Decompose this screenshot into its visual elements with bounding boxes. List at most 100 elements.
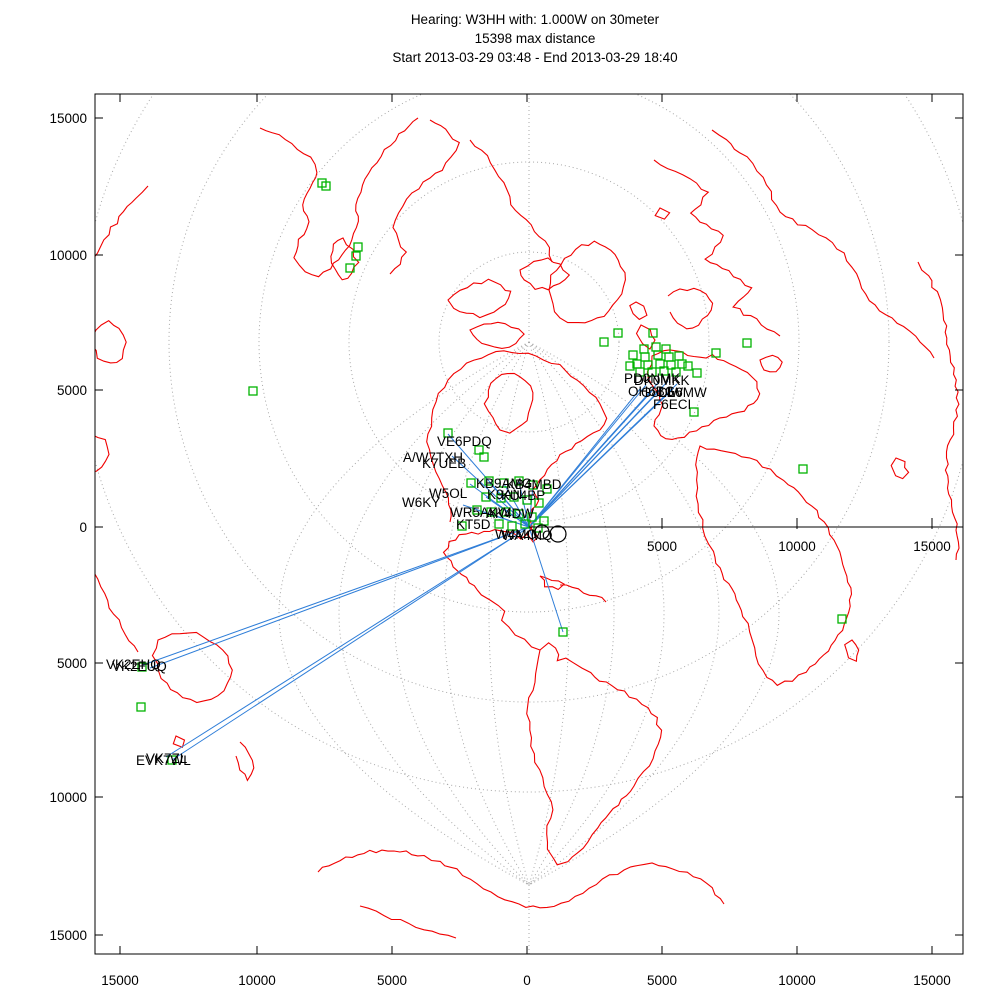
- callsign-label: KB4MBD: [506, 477, 562, 492]
- spot-marker: [635, 367, 645, 377]
- spot-marker: [674, 351, 684, 361]
- spot-marker: [651, 342, 661, 352]
- x-tick-label: 10000: [238, 973, 276, 988]
- spot-marker: [514, 476, 524, 486]
- coastline-arctic-coast: [469, 139, 553, 263]
- coastline-antarctica-edge: [359, 905, 457, 939]
- spot-marker: [661, 344, 671, 354]
- chart-title-line3: Start 2013-03-29 03:48 - End 2013-03-29 …: [392, 50, 678, 65]
- propagation-line: [149, 526, 530, 669]
- callsign-label: KU4BP: [501, 488, 545, 503]
- chart-title-block: Hearing: W3HH with: 1.000W on 30meter 15…: [95, 10, 975, 67]
- spot-marker: [167, 755, 177, 765]
- coastline-south-america: [526, 642, 663, 866]
- meridian-line: [528, 341, 615, 886]
- map-grid: [95, 94, 963, 954]
- coastline-tasmania: [172, 735, 186, 749]
- inner-tick-label: 15000: [913, 539, 951, 554]
- spot-marker: [137, 662, 147, 672]
- rx-station-marker: [549, 525, 567, 543]
- y-tick-label: 15000: [49, 111, 87, 126]
- spot-marker: [666, 360, 676, 370]
- coastline-cuba: [539, 575, 566, 591]
- spot-marker: [683, 361, 693, 371]
- meridian-line: [278, 341, 530, 886]
- coastline-antarctica: [317, 849, 725, 909]
- spot-marker: [479, 452, 489, 462]
- callsign-label: VK2EHQ: [106, 657, 161, 672]
- coastline-hudson-bay: [483, 372, 534, 434]
- coastline-russia-coast: [653, 159, 781, 337]
- coastline-arctic-island-2: [519, 257, 571, 291]
- callsign-label: W4MO: [495, 527, 537, 542]
- propagation-line: [528, 383, 678, 528]
- coastline-right-edge-coast: [917, 261, 960, 561]
- spot-marker: [514, 509, 524, 519]
- chart-title-line1: Hearing: W3HH with: 1.000W on 30meter: [410, 12, 660, 27]
- parallel-line: [438, 251, 620, 433]
- propagation-line: [528, 382, 659, 528]
- spot-marker: [494, 519, 504, 529]
- coastline-africa: [695, 445, 853, 687]
- callsign-label: G8LIW: [641, 385, 683, 400]
- x-tick-label: 0: [523, 973, 531, 988]
- coastline-antipodal-blob-2: [95, 435, 110, 472]
- callsign-label: VK2EUQ: [112, 659, 167, 674]
- propagation-line: [165, 526, 530, 758]
- spot-marker: [533, 523, 543, 533]
- coastline-na-west-coast: [426, 379, 452, 523]
- spot-marker: [317, 178, 327, 188]
- meridian-line: [528, 341, 780, 886]
- spot-marker: [558, 627, 568, 637]
- spot-marker: [528, 480, 538, 490]
- coastline-arctic-island-1: [447, 278, 512, 319]
- spot-marker: [689, 407, 699, 417]
- x-tick-label: 5000: [647, 973, 677, 988]
- spot-marker: [640, 352, 650, 362]
- spot-marker: [628, 350, 638, 360]
- spot-marker: [481, 492, 491, 502]
- coastline-scandinavia: [667, 287, 714, 330]
- spot-marker: [742, 338, 752, 348]
- spot-marker: [248, 386, 258, 396]
- propagation-line: [142, 526, 530, 666]
- spot-marker: [692, 368, 702, 378]
- coastline-madagascar: [844, 639, 860, 663]
- meridian-line: [443, 341, 530, 886]
- propagation-line: [451, 455, 530, 528]
- spot-marker: [542, 484, 552, 494]
- spot-marker: [496, 493, 506, 503]
- callsign-label: AK4DW: [486, 506, 534, 521]
- axis-labels: 15000 10000 5000 0 5000 10000 15000 15000 10000 5…: [49, 111, 950, 988]
- callsign-label: KB9AMG: [476, 476, 532, 491]
- rx-station-marker: [534, 524, 550, 540]
- propagation-lines: [142, 380, 678, 761]
- axis-frame: [94, 93, 964, 955]
- y-tick-label: 5000: [57, 383, 87, 398]
- coastline-east-asia: [259, 117, 419, 278]
- spot-marker: [527, 512, 537, 522]
- coastline-bering-alaska: [389, 119, 460, 275]
- x-tick-label: 15000: [913, 973, 951, 988]
- spot-marker: [837, 614, 847, 624]
- callsign-label: VK7ZL: [146, 751, 188, 766]
- center-markers: [534, 524, 567, 543]
- spot-marker: [659, 366, 669, 376]
- y-tick-label: 10000: [49, 248, 87, 263]
- meridian-line: [338, 341, 530, 886]
- coastline-canada-north: [447, 350, 608, 431]
- x-tick-label: 10000: [778, 973, 816, 988]
- coastline-na-east-gulf: [442, 429, 601, 651]
- y-tick-label: 10000: [49, 790, 87, 805]
- spot-marker: [522, 495, 532, 505]
- parallel-line: [348, 161, 710, 523]
- spot-marker: [486, 507, 496, 517]
- meridian-line: [528, 341, 665, 886]
- coastline-siberia: [711, 129, 935, 359]
- chart-title-line2: 15398 max distance: [474, 31, 596, 46]
- callsign-label: KT5D: [456, 517, 491, 532]
- coastline-australia: [151, 631, 233, 704]
